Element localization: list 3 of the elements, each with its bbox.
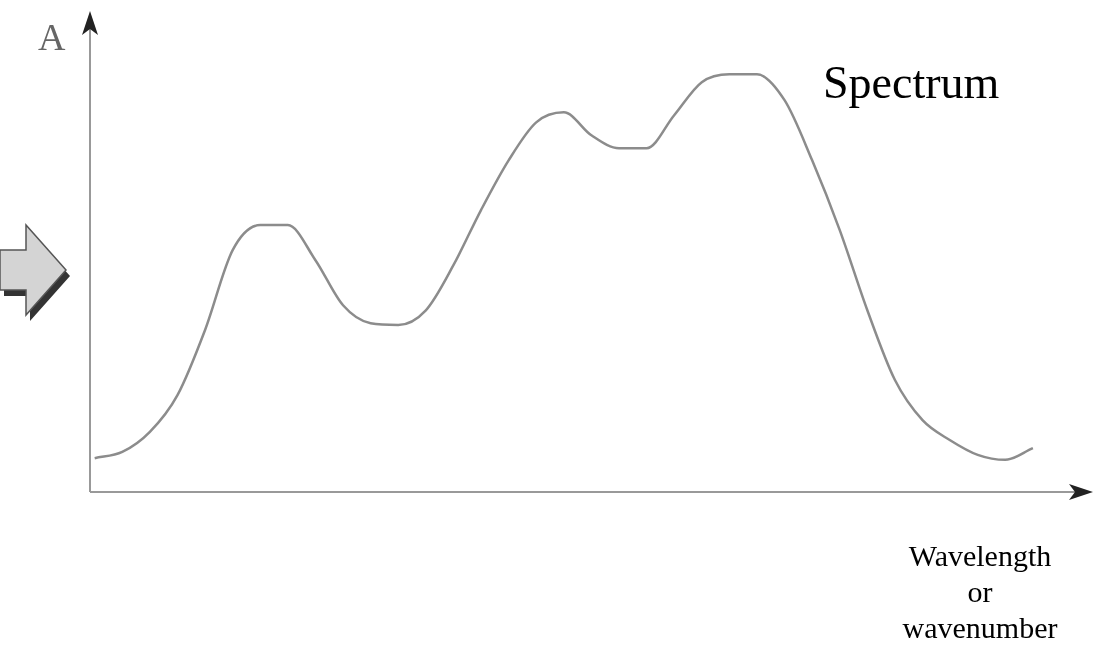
y-axis-title: A bbox=[38, 16, 66, 58]
annotation: Spectrum bbox=[823, 57, 1000, 108]
x-axis-title: Wavelength or wavenumber bbox=[901, 538, 1059, 646]
